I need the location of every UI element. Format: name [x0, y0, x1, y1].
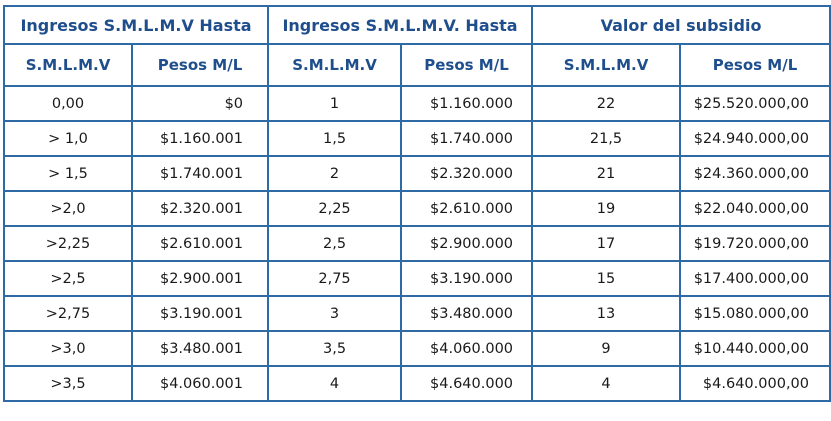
cell-desde-pesos: $0	[130, 85, 270, 122]
cell-subsidio-smlmv: 21,5	[531, 120, 682, 157]
cell-subsidio-pesos: $22.040.000,00	[679, 190, 831, 227]
cell-subsidio-smlmv: 21	[531, 155, 682, 192]
header-group-row: Ingresos S.M.L.M.V Hasta Ingresos S.M.L.…	[2, 5, 831, 45]
cell-desde-smlmv: >3,5	[3, 365, 133, 402]
subsidy-table: Ingresos S.M.L.M.V Hasta Ingresos S.M.L.…	[2, 5, 831, 402]
cell-hasta-pesos: $2.320.000	[400, 155, 534, 192]
cell-hasta-smlmv: 2	[267, 155, 403, 192]
cell-desde-pesos: $2.610.001	[130, 225, 270, 262]
column-header-pesos-3: Pesos M/L	[679, 43, 831, 87]
cell-subsidio-pesos: $4.640.000,00	[679, 365, 831, 402]
cell-hasta-smlmv: 2,5	[267, 225, 403, 262]
cell-desde-smlmv: > 1,0	[3, 120, 133, 157]
cell-hasta-smlmv: 1,5	[267, 120, 403, 157]
cell-hasta-pesos: $2.610.000	[400, 190, 534, 227]
column-header-pesos-2: Pesos M/L	[400, 43, 534, 87]
table-row: > 1,0 $1.160.001 1,5 $1.740.000 21,5 $24…	[3, 120, 831, 157]
cell-hasta-smlmv: 3	[267, 295, 403, 332]
table-row: >2,75 $3.190.001 3 $3.480.000 13 $15.080…	[3, 295, 831, 332]
group-header-valor-subsidio: Valor del subsidio	[531, 5, 831, 45]
cell-desde-smlmv: 0,00	[3, 85, 133, 122]
cell-desde-pesos: $1.160.001	[130, 120, 270, 157]
cell-subsidio-smlmv: 15	[531, 260, 682, 297]
cell-subsidio-pesos: $24.940.000,00	[679, 120, 831, 157]
cell-subsidio-pesos: $17.400.000,00	[679, 260, 831, 297]
cell-subsidio-smlmv: 19	[531, 190, 682, 227]
table-row: 0,00 $0 1 $1.160.000 22 $25.520.000,00	[3, 85, 831, 122]
cell-desde-pesos: $4.060.001	[130, 365, 270, 402]
cell-desde-pesos: $2.900.001	[130, 260, 270, 297]
cell-hasta-pesos: $1.740.000	[400, 120, 534, 157]
cell-desde-smlmv: >2,0	[3, 190, 133, 227]
cell-subsidio-pesos: $10.440.000,00	[679, 330, 831, 367]
table-row: >2,5 $2.900.001 2,75 $3.190.000 15 $17.4…	[3, 260, 831, 297]
column-header-smlmv-2: S.M.L.M.V	[267, 43, 403, 87]
cell-subsidio-smlmv: 17	[531, 225, 682, 262]
cell-hasta-pesos: $4.060.000	[400, 330, 534, 367]
cell-hasta-pesos: $3.190.000	[400, 260, 534, 297]
cell-hasta-smlmv: 2,75	[267, 260, 403, 297]
cell-subsidio-pesos: $24.360.000,00	[679, 155, 831, 192]
cell-hasta-pesos: $1.160.000	[400, 85, 534, 122]
subsidy-table-container: Ingresos S.M.L.M.V Hasta Ingresos S.M.L.…	[2, 5, 831, 417]
cell-hasta-smlmv: 2,25	[267, 190, 403, 227]
cell-hasta-smlmv: 3,5	[267, 330, 403, 367]
cell-subsidio-pesos: $19.720.000,00	[679, 225, 831, 262]
cell-hasta-pesos: $4.640.000	[400, 365, 534, 402]
cell-hasta-smlmv: 1	[267, 85, 403, 122]
cell-desde-smlmv: >3,0	[3, 330, 133, 367]
column-header-smlmv-3: S.M.L.M.V	[531, 43, 682, 87]
column-header-smlmv-1: S.M.L.M.V	[3, 43, 133, 87]
group-header-ingresos-desde: Ingresos S.M.L.M.V Hasta	[2, 5, 270, 45]
cell-hasta-smlmv: 4	[267, 365, 403, 402]
group-header-ingresos-hasta: Ingresos S.M.L.M.V. Hasta	[267, 5, 534, 45]
cell-subsidio-pesos: $15.080.000,00	[679, 295, 831, 332]
column-header-pesos-1: Pesos M/L	[130, 43, 270, 87]
table-row: >3,0 $3.480.001 3,5 $4.060.000 9 $10.440…	[3, 330, 831, 367]
table-row: >3,5 $4.060.001 4 $4.640.000 4 $4.640.00…	[3, 365, 831, 402]
cell-desde-pesos: $1.740.001	[130, 155, 270, 192]
cell-desde-smlmv: > 1,5	[3, 155, 133, 192]
cell-subsidio-smlmv: 4	[531, 365, 682, 402]
header-column-row: S.M.L.M.V Pesos M/L S.M.L.M.V Pesos M/L …	[3, 43, 831, 87]
cell-desde-pesos: $3.190.001	[130, 295, 270, 332]
cell-subsidio-smlmv: 13	[531, 295, 682, 332]
cell-desde-smlmv: >2,25	[3, 225, 133, 262]
table-row: >2,0 $2.320.001 2,25 $2.610.000 19 $22.0…	[3, 190, 831, 227]
cell-hasta-pesos: $2.900.000	[400, 225, 534, 262]
table-row: > 1,5 $1.740.001 2 $2.320.000 21 $24.360…	[3, 155, 831, 192]
cell-desde-smlmv: >2,5	[3, 260, 133, 297]
cell-subsidio-smlmv: 9	[531, 330, 682, 367]
cell-subsidio-smlmv: 22	[531, 85, 682, 122]
cell-subsidio-pesos: $25.520.000,00	[679, 85, 831, 122]
table-row: >2,25 $2.610.001 2,5 $2.900.000 17 $19.7…	[3, 225, 831, 262]
cell-desde-pesos: $3.480.001	[130, 330, 270, 367]
cell-desde-pesos: $2.320.001	[130, 190, 270, 227]
cell-hasta-pesos: $3.480.000	[400, 295, 534, 332]
cell-desde-smlmv: >2,75	[3, 295, 133, 332]
